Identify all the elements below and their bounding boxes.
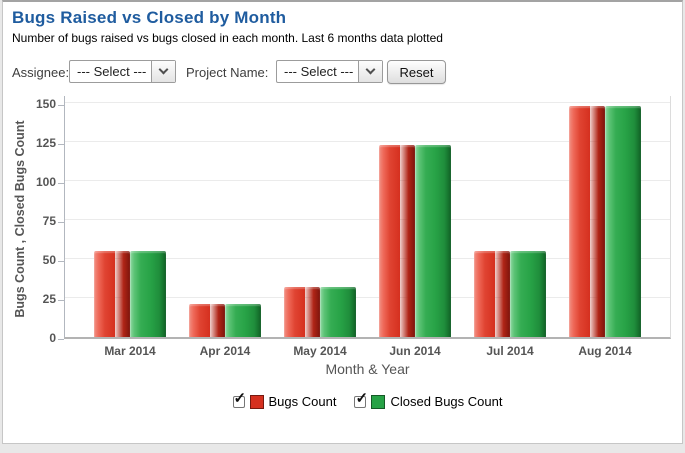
assignee-label: Assignee: (12, 65, 70, 80)
y-tick-label-75: 75 (42, 214, 56, 229)
y-tick-mark-75 (58, 222, 64, 224)
y-tick-label-0: 0 (49, 331, 56, 345)
bar-closed-bugs-count-apr-2014 (225, 304, 261, 337)
legend-checkbox-bugs-count[interactable]: ✓ (232, 391, 246, 408)
report-panel: Bugs Raised vs Closed by Month Number of… (2, 0, 683, 444)
legend-item-bugs-count: ✓ Bugs Count (232, 391, 337, 409)
legend-item-closed-bugs-count: ✓ Closed Bugs Count (354, 391, 503, 409)
y-tick-mark-0 (58, 339, 64, 340)
bar-bugs-count-jul-2014 (474, 251, 510, 337)
project-name-label: Project Name: (186, 65, 269, 80)
bar-bugs-count-apr-2014 (189, 304, 225, 337)
plot-area: Mar 2014 Apr 2014 May 2014 Jun 2014 Jul 2014… (64, 96, 671, 358)
bar-group-apr-2014: Apr 2014 (189, 304, 261, 358)
chevron-down-icon[interactable] (151, 61, 175, 82)
bars-layer: Mar 2014 Apr 2014 May 2014 Jun 2014 Jul 2014… (65, 96, 670, 358)
bar-bugs-count-may-2014 (284, 287, 320, 337)
x-tick-label-mar-2014: Mar 2014 (104, 344, 156, 358)
y-tick-label-25: 25 (42, 292, 56, 307)
bar-bugs-count-jun-2014 (379, 145, 415, 337)
assignee-select[interactable]: --- Select --- (69, 60, 176, 83)
x-tick-label-may-2014: May 2014 (293, 344, 347, 358)
x-tick-label-apr-2014: Apr 2014 (199, 344, 251, 358)
gridline-100 (65, 180, 670, 182)
gridline-50 (65, 258, 670, 260)
gridline-25 (65, 297, 670, 299)
legend-swatch-bugs-count (249, 394, 264, 409)
bar-group-aug-2014: Aug 2014 (569, 106, 641, 358)
legend: ✓ Bugs Count ✓ Closed Bugs Count (64, 391, 671, 409)
bar-group-jun-2014: Jun 2014 (379, 145, 451, 358)
y-tick-mark-25 (58, 300, 64, 302)
page-title: Bugs Raised vs Closed by Month (12, 8, 287, 27)
y-tick-label-100: 100 (35, 175, 56, 190)
y-tick-label-150: 150 (35, 97, 56, 112)
gridline-75 (65, 219, 670, 221)
bar-closed-bugs-count-aug-2014 (605, 106, 641, 337)
y-tick-label-125: 125 (35, 136, 56, 151)
page-subtitle: Number of bugs raised vs bugs closed in … (12, 31, 443, 45)
chevron-down-icon[interactable] (358, 61, 382, 82)
y-tick-label-50: 50 (42, 253, 56, 268)
y-tick-mark-150 (58, 105, 64, 107)
bar-group-mar-2014: Mar 2014 (94, 251, 166, 358)
gridline-150 (65, 102, 670, 104)
bar-group-jul-2014: Jul 2014 (474, 251, 546, 358)
gridline-125 (65, 141, 670, 143)
y-tick-mark-50 (58, 261, 64, 263)
bar-closed-bugs-count-may-2014 (320, 287, 356, 337)
checkmark-icon: ✓ (233, 389, 247, 407)
x-tick-label-aug-2014: Aug 2014 (578, 344, 632, 358)
bar-closed-bugs-count-jul-2014 (510, 251, 546, 337)
x-tick-label-jun-2014: Jun 2014 (389, 344, 441, 358)
project-select[interactable]: --- Select --- (276, 60, 383, 83)
reset-button[interactable]: Reset (387, 60, 446, 84)
assignee-select-value: --- Select --- (77, 64, 147, 79)
x-axis-title: Month & Year (325, 361, 410, 377)
legend-label-closed-bugs-count: Closed Bugs Count (390, 394, 503, 409)
bar-bugs-count-mar-2014 (94, 251, 130, 337)
bar-closed-bugs-count-jun-2014 (415, 145, 451, 337)
x-tick-label-jul-2014: Jul 2014 (486, 344, 534, 358)
bar-group-may-2014: May 2014 (284, 287, 356, 358)
legend-label-bugs-count: Bugs Count (268, 394, 337, 409)
y-tick-mark-100 (58, 183, 64, 185)
bar-bugs-count-aug-2014 (569, 106, 605, 337)
bar-closed-bugs-count-mar-2014 (130, 251, 166, 337)
legend-swatch-closed-bugs-count (371, 394, 386, 409)
y-tick-mark-125 (58, 144, 64, 146)
legend-checkbox-closed-bugs-count[interactable]: ✓ (354, 391, 368, 408)
checkmark-icon: ✓ (355, 389, 369, 407)
project-select-value: --- Select --- (284, 64, 354, 79)
